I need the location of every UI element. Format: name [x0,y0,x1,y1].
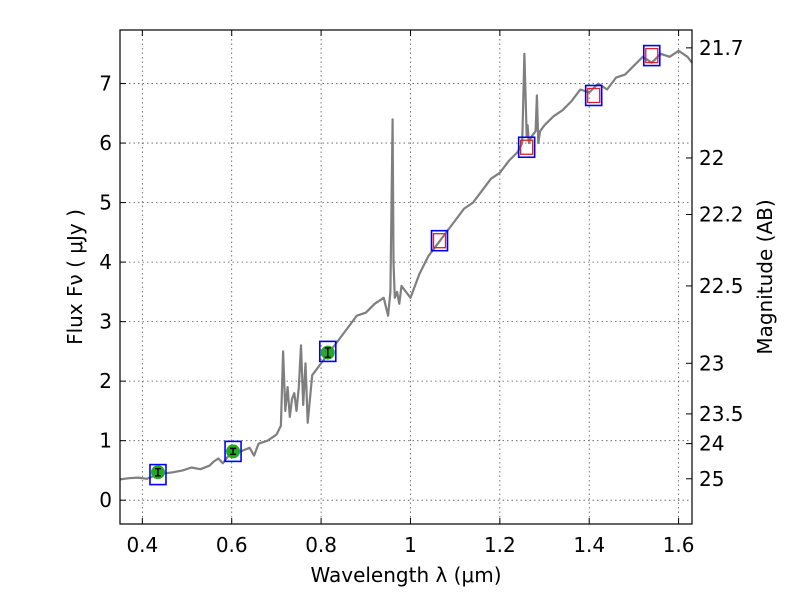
x-axis-title: Wavelength λ (μm) [310,563,501,587]
x-tick-label: 1.6 [663,533,695,557]
model-flux-box [584,84,603,107]
y-tick-label: 6 [99,131,112,155]
y-tick-label: 2 [99,369,112,393]
y-tick-label: 5 [99,191,112,215]
right-tick-label: 23.5 [699,402,744,426]
upper-limit-marker [587,87,601,104]
y-tick-label: 3 [99,310,112,334]
axis-ticks: 0.4 0.6 0.8 1 1.2 1.4 1.60123456721.72222.222.… [99,30,744,557]
right-tick-label: 22.2 [699,203,744,227]
right-tick-label: 21.7 [699,36,744,60]
x-tick-label: 0.6 [216,533,248,557]
y-axis-title: Flux Fν ( μJy ) [63,209,87,345]
x-tick-label: 0.4 [126,533,158,557]
photometry-markers [149,44,661,486]
model-flux-box [430,229,449,252]
y-tick-label: 1 [99,429,112,453]
spectrum-series [119,49,693,481]
right-tick-label: 22 [699,146,724,170]
model-flux-box [224,440,242,463]
right-tick-label: 25 [699,467,724,491]
upper-limit-marker [645,47,659,64]
model-flux-box [642,44,661,67]
right-axis-title: Magnitude (AB) [753,199,777,354]
x-tick-label: 0.8 [305,533,337,557]
model-flux-box [149,463,167,486]
right-tick-label: 22.5 [699,274,744,298]
grid-lines [120,30,692,524]
model-flux-box [517,136,536,159]
model-flux-box [318,340,337,363]
upper-limit-marker [432,233,447,249]
x-tick-label: 1 [404,533,417,557]
plot-frame [119,29,693,525]
x-tick-label: 1.2 [484,533,516,557]
y-tick-label: 7 [99,72,112,96]
y-tick-label: 4 [99,250,112,274]
spectrum-line [119,49,693,481]
upper-limit-marker [520,139,534,155]
x-tick-label: 1.4 [573,533,605,557]
y-tick-label: 0 [99,488,112,512]
right-tick-label: 23 [699,351,724,375]
right-tick-label: 24 [699,432,724,456]
